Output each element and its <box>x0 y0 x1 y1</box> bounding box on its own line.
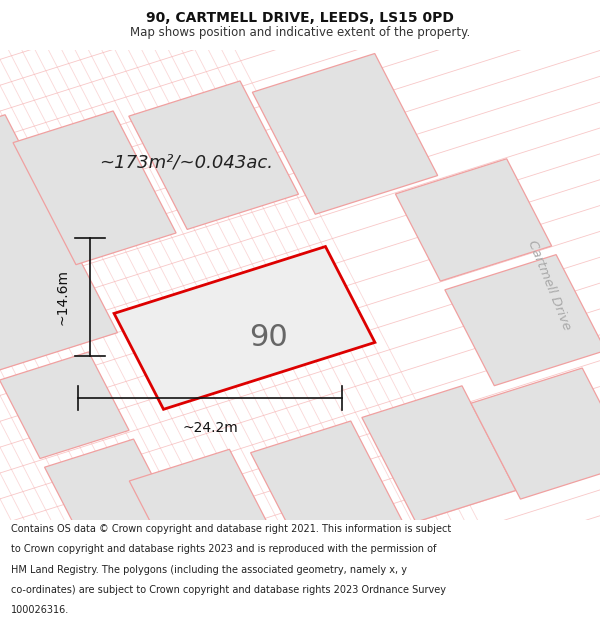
Text: ~14.6m: ~14.6m <box>55 269 69 325</box>
Polygon shape <box>362 386 516 522</box>
Text: Contains OS data © Crown copyright and database right 2021. This information is : Contains OS data © Crown copyright and d… <box>11 524 451 534</box>
Polygon shape <box>471 368 600 499</box>
Polygon shape <box>129 81 298 229</box>
Polygon shape <box>0 352 129 459</box>
Text: co-ordinates) are subject to Crown copyright and database rights 2023 Ordnance S: co-ordinates) are subject to Crown copyr… <box>11 584 446 594</box>
Text: 90: 90 <box>249 323 288 352</box>
Text: Cartmell Drive: Cartmell Drive <box>525 238 573 332</box>
Text: ~173m²/~0.043ac.: ~173m²/~0.043ac. <box>99 154 273 172</box>
Polygon shape <box>253 54 437 214</box>
Polygon shape <box>395 159 551 281</box>
Polygon shape <box>114 246 375 409</box>
Polygon shape <box>13 111 176 264</box>
Text: 100026316.: 100026316. <box>11 605 69 615</box>
Text: to Crown copyright and database rights 2023 and is reproduced with the permissio: to Crown copyright and database rights 2… <box>11 544 436 554</box>
Polygon shape <box>251 421 404 558</box>
Polygon shape <box>445 254 600 386</box>
Text: HM Land Registry. The polygons (including the associated geometry, namely x, y: HM Land Registry. The polygons (includin… <box>11 564 407 574</box>
Text: 90, CARTMELL DRIVE, LEEDS, LS15 0PD: 90, CARTMELL DRIVE, LEEDS, LS15 0PD <box>146 11 454 25</box>
Polygon shape <box>129 449 283 586</box>
Text: ~24.2m: ~24.2m <box>182 421 238 435</box>
Text: Map shows position and indicative extent of the property.: Map shows position and indicative extent… <box>130 26 470 39</box>
Polygon shape <box>0 115 118 371</box>
Polygon shape <box>44 439 179 554</box>
